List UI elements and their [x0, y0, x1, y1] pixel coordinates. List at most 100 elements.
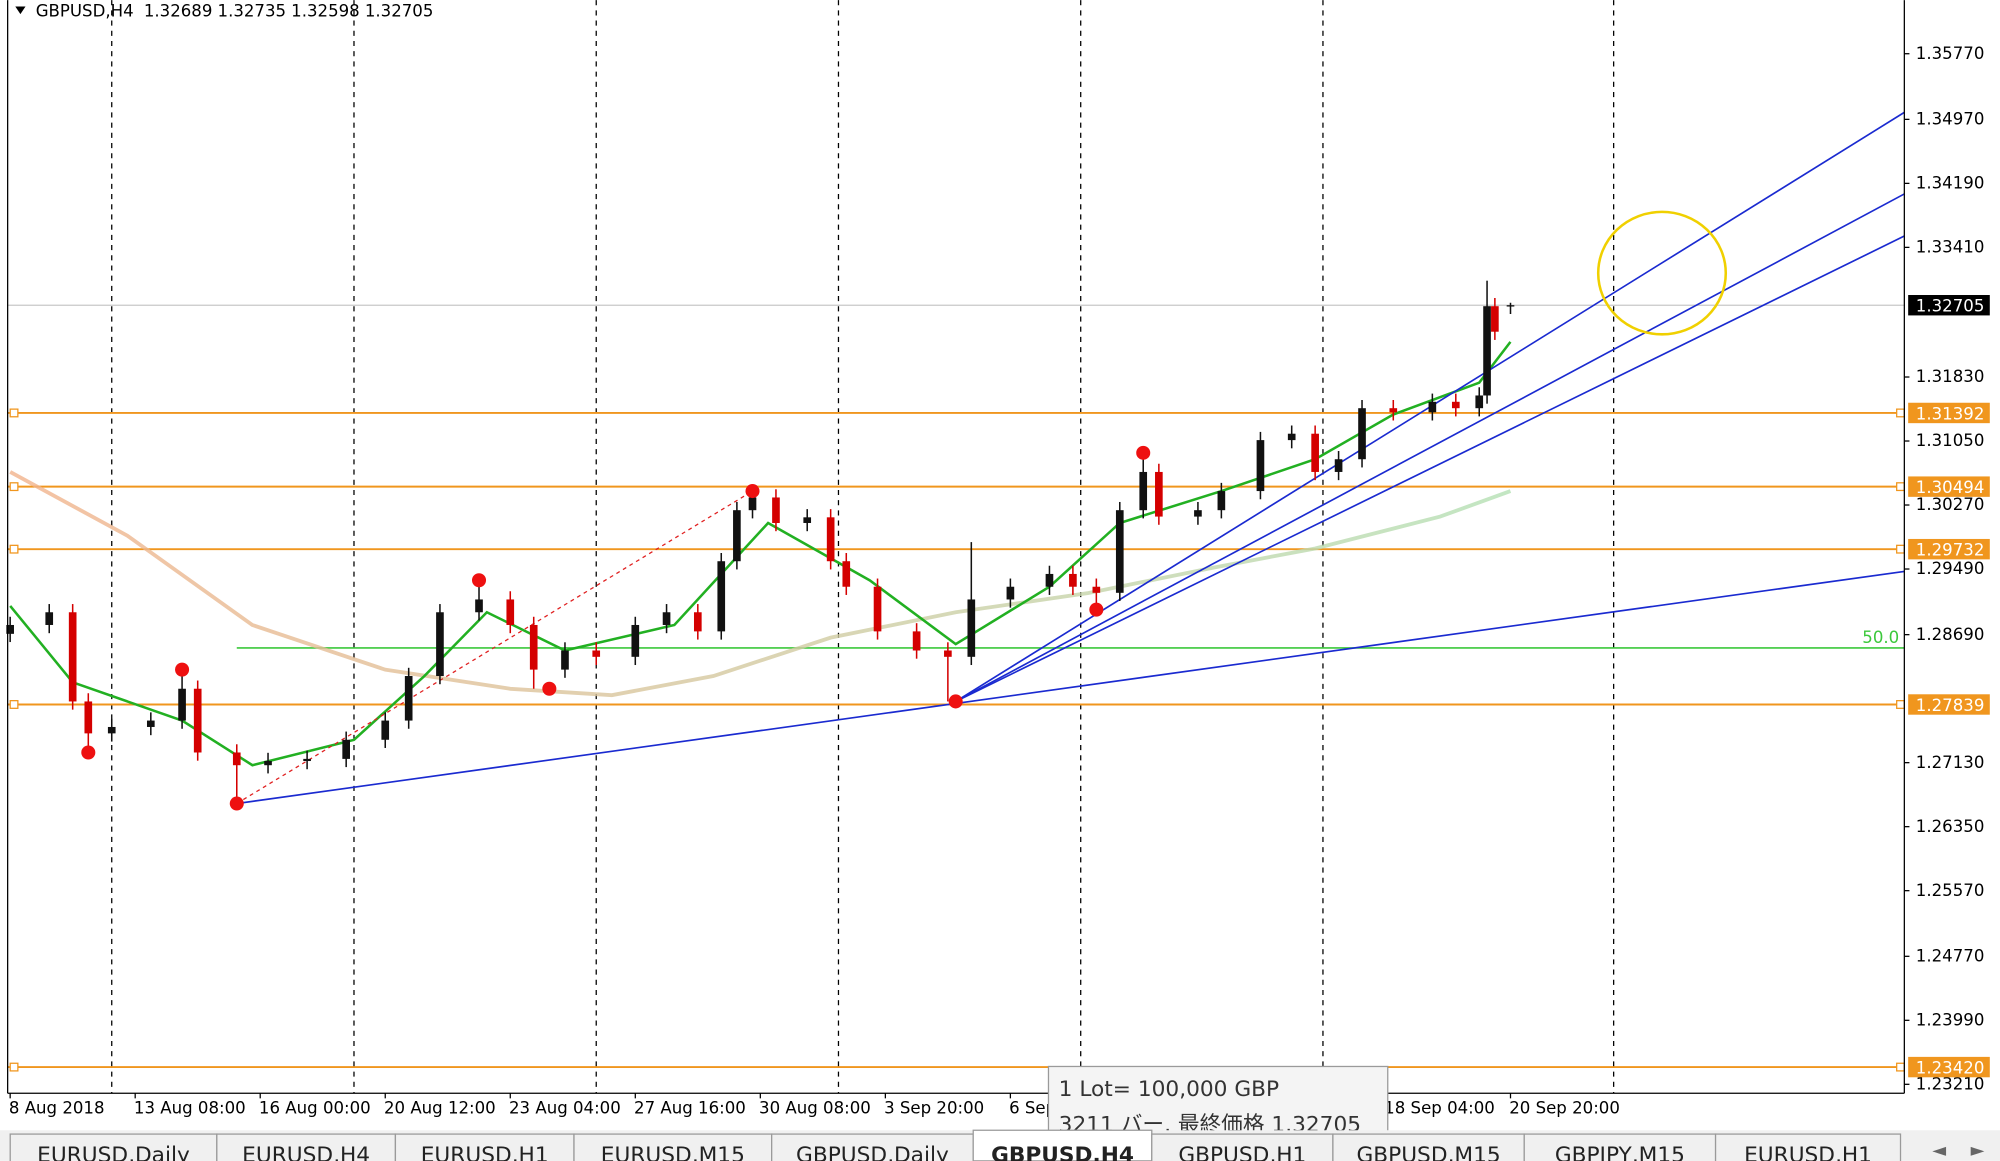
y-tick-label: 1.23990 [1916, 1010, 1985, 1029]
tab-label: EURUSD,Daily [37, 1143, 190, 1161]
level-handle [1896, 408, 1905, 418]
level-handle [9, 482, 19, 492]
y-tick-label: 1.25570 [1916, 881, 1985, 900]
y-tick-label: 1.34970 [1916, 109, 1985, 128]
candle-body [1217, 491, 1226, 511]
header-arrow [15, 6, 26, 15]
x-tick-label: 8 Aug 2018 [9, 1099, 105, 1118]
tab-label: GBPUSD,M15 [1356, 1143, 1500, 1161]
x-tick-label: 18 Sep 04:00 [1384, 1099, 1495, 1118]
y-tick-label: 1.35770 [1916, 44, 1985, 63]
y-tick-label: 1.30270 [1916, 495, 1985, 514]
candle-body [1069, 573, 1077, 587]
tab[interactable]: EURUSD,H4 [216, 1133, 397, 1161]
tab-label: EURUSD,H1 [421, 1143, 549, 1161]
y-tick-label: 1.26350 [1916, 817, 1985, 836]
candle-body [912, 631, 921, 651]
candle-body [1256, 440, 1265, 492]
candle-body [6, 624, 14, 634]
tab-bg [1332, 1133, 1525, 1161]
level-handle [1896, 544, 1905, 554]
candle-body [717, 561, 726, 632]
candle-body [68, 612, 77, 702]
candle-body [967, 599, 976, 657]
level-handle [1896, 700, 1905, 709]
candle-body [404, 676, 413, 721]
tab[interactable]: GBPUSD,H4 [972, 1129, 1153, 1161]
candle-body [1491, 306, 1499, 332]
candle-body [1287, 433, 1296, 441]
level-label-box [1908, 476, 1990, 497]
high: 1.32735 [218, 2, 287, 21]
tab[interactable]: GBPUSD,M15 [1332, 1133, 1525, 1161]
candle-body [803, 517, 812, 523]
candle-body [232, 752, 241, 766]
swing-point [229, 796, 244, 811]
candle-body [873, 586, 882, 632]
candle-body [178, 688, 186, 721]
candle-body [475, 599, 483, 613]
level-label-box [1908, 694, 1990, 715]
tooltip-lot: 1 Lot= 100,000 GBP [1059, 1077, 1279, 1102]
tab[interactable]: GBPJPY,M15 [1523, 1133, 1717, 1161]
candle-body [842, 561, 851, 587]
candle-body [662, 612, 671, 625]
close: 1.32705 [365, 2, 434, 21]
tab[interactable]: GBPUSD,Daily [771, 1133, 974, 1161]
candle-body [826, 517, 835, 562]
candle-body [193, 688, 202, 753]
tab-label: EURUSD,H4 [242, 1143, 370, 1161]
tab-bg [216, 1133, 397, 1161]
y-tick-label: 1.27130 [1916, 753, 1985, 772]
level-label: 1.30494 [1916, 478, 1985, 497]
candle-body [436, 612, 444, 677]
candle-body [1475, 395, 1484, 409]
tab-label: EURUSD,H1 [1744, 1143, 1872, 1161]
trend-line [955, 235, 1905, 703]
tab[interactable]: GBPUSD,H1 [1151, 1133, 1334, 1161]
candle-body [748, 497, 757, 511]
tab-bg [573, 1133, 773, 1161]
level-handle [9, 544, 19, 554]
tab[interactable]: EURUSD,H1 [394, 1133, 575, 1161]
tab-bar: ◄ ► EURUSD,Daily EURUSD,H4 EURUSD,H1 EURUSD… [0, 1129, 2000, 1161]
candle-body [1092, 586, 1101, 593]
candle-body [529, 624, 538, 670]
current-price-box [1908, 295, 1990, 316]
x-tick-label: 20 Aug 12:00 [384, 1099, 496, 1118]
swing-point [745, 484, 760, 499]
candle-body [381, 720, 390, 740]
candle-body [733, 510, 741, 562]
scroll-right[interactable]: ► [1971, 1140, 1985, 1161]
candle-body [944, 650, 952, 657]
candle-body [1311, 433, 1319, 472]
y-tick-label: 1.31830 [1916, 367, 1985, 386]
y-tick-label: 1.31050 [1916, 431, 1985, 450]
level-handle [1896, 1062, 1905, 1072]
level-label-box [1908, 1056, 1990, 1078]
swing-point [1089, 602, 1104, 617]
candle-body [342, 739, 350, 759]
tab[interactable]: EURUSD,H1 [1714, 1133, 1902, 1161]
x-tick-label: 13 Aug 08:00 [134, 1099, 246, 1118]
tab[interactable]: EURUSD,M15 [573, 1133, 773, 1161]
highlight-circle [1596, 210, 1728, 336]
candle-body [631, 624, 640, 657]
level-label: 1.23420 [1916, 1058, 1985, 1077]
swing-point [542, 681, 557, 696]
candle-body [1045, 573, 1054, 587]
x-tick-label: 27 Aug 16:00 [634, 1099, 746, 1118]
candle-body [1194, 510, 1202, 517]
symbol: GBPUSD,H4 [36, 2, 134, 21]
level-handle [1896, 482, 1905, 492]
x-tick-label: 3 Sep 20:00 [884, 1099, 984, 1118]
candle-body [1506, 305, 1515, 307]
scroll-left[interactable]: ◄ [1932, 1140, 1946, 1161]
y-tick-label: 1.24770 [1916, 946, 1985, 965]
swing-point [948, 694, 963, 709]
candle-body [1483, 306, 1491, 396]
tab[interactable]: EURUSD,Daily [9, 1133, 218, 1161]
y-tick-label: 1.23210 [1916, 1074, 1985, 1093]
